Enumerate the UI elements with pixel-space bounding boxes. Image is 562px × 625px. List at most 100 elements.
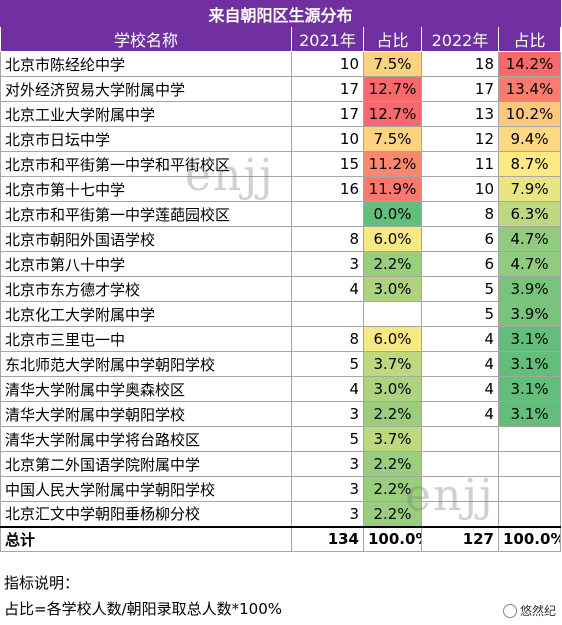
- school-name-cell: 清华大学附属中学朝阳学校: [0, 401, 292, 427]
- share-2021-cell: 2.2%: [363, 451, 422, 477]
- school-name-cell: 中国人民大学附属中学朝阳学校: [0, 476, 292, 502]
- table-row: 北京汇文中学朝阳垂杨柳分校 3 2.2%: [0, 501, 562, 527]
- share-2022-cell: 10.2%: [497, 101, 562, 127]
- school-name-cell: 北京市和平街第一中学莲葩园校区: [0, 201, 292, 227]
- share-2021-cell: 11.9%: [363, 176, 422, 202]
- count-2021-cell: 10: [291, 126, 364, 152]
- count-2022-cell: 8: [421, 201, 499, 227]
- count-2021-cell: 8: [291, 226, 364, 252]
- share-2021-cell: 3.7%: [363, 351, 422, 377]
- count-2021-cell: 4: [291, 376, 364, 402]
- table-row: 对外经济贸易大学附属中学 17 12.7% 17 13.4%: [0, 76, 562, 102]
- share-2021-cell: 12.7%: [363, 76, 422, 102]
- count-2021-cell: [291, 201, 364, 227]
- total-2022: 127: [421, 525, 499, 552]
- share-2021-cell: 2.2%: [363, 401, 422, 427]
- wechat-logo-icon: [502, 603, 517, 618]
- school-name-cell: 北京市朝阳外国语学校: [0, 226, 292, 252]
- share-2021-cell: 7.5%: [363, 126, 422, 152]
- school-name-cell: 北京市三里屯一中: [0, 326, 292, 352]
- count-2021-cell: [291, 301, 364, 327]
- table-row: 北京市第十七中学 16 11.9% 10 7.9%: [0, 176, 562, 202]
- share-2022-cell: [497, 426, 562, 452]
- share-2022-cell: 6.3%: [497, 201, 562, 227]
- count-2022-cell: [421, 451, 499, 477]
- table-row: 中国人民大学附属中学朝阳学校 3 2.2%: [0, 476, 562, 502]
- header-share-2022: 占比: [497, 26, 562, 52]
- total-label: 总计: [0, 525, 292, 552]
- share-2022-cell: 8.7%: [497, 151, 562, 177]
- share-2021-cell: 7.5%: [363, 51, 422, 77]
- brand-name: 悠然纪: [519, 604, 556, 618]
- count-2021-cell: 16: [291, 176, 364, 202]
- count-2022-cell: 4: [421, 376, 499, 402]
- count-2021-cell: 5: [291, 426, 364, 452]
- count-2022-cell: [421, 501, 499, 527]
- header-share-2021: 占比: [363, 26, 422, 52]
- table-row: 北京市日坛中学 10 7.5% 12 9.4%: [0, 126, 562, 152]
- school-name-cell: 北京化工大学附属中学: [0, 301, 292, 327]
- share-2022-cell: 13.4%: [497, 76, 562, 102]
- share-2022-cell: 4.7%: [497, 251, 562, 277]
- count-2022-cell: 13: [421, 101, 499, 127]
- count-2022-cell: 6: [421, 226, 499, 252]
- share-2022-cell: 3.9%: [497, 276, 562, 302]
- count-2022-cell: 6: [421, 251, 499, 277]
- share-2022-cell: 4.7%: [497, 226, 562, 252]
- table-row: 北京市和平街第一中学莲葩园校区 0.0% 8 6.3%: [0, 201, 562, 227]
- share-2022-cell: 14.2%: [497, 51, 562, 77]
- school-name-cell: 北京市东方德才学校: [0, 276, 292, 302]
- share-2021-cell: 6.0%: [363, 226, 422, 252]
- count-2022-cell: 4: [421, 351, 499, 377]
- note-title: 指标说明：: [4, 574, 80, 592]
- count-2022-cell: 5: [421, 301, 499, 327]
- table-row: 东北师范大学附属中学朝阳学校 5 3.7% 4 3.1%: [0, 351, 562, 377]
- header-2022: 2022年: [421, 26, 499, 52]
- count-2021-cell: 3: [291, 251, 364, 277]
- share-2022-cell: 9.4%: [497, 126, 562, 152]
- table-row: 清华大学附属中学将台路校区 5 3.7%: [0, 426, 562, 452]
- total-share-2021: 100.0%: [363, 525, 422, 552]
- count-2021-cell: 3: [291, 476, 364, 502]
- table-row: 北京市和平街第一中学和平街校区 15 11.2% 11 8.7%: [0, 151, 562, 177]
- distribution-table: 来自朝阳区生源分布 学校名称 2021年 占比 2022年 占比 北京市陈经纶中…: [0, 0, 562, 552]
- school-name-cell: 北京市日坛中学: [0, 126, 292, 152]
- count-2021-cell: 15: [291, 151, 364, 177]
- table-row: 北京化工大学附属中学 5 3.9%: [0, 301, 562, 327]
- count-2022-cell: [421, 476, 499, 502]
- table-row: 北京市第八十中学 3 2.2% 6 4.7%: [0, 251, 562, 277]
- share-2021-cell: 0.0%: [363, 201, 422, 227]
- count-2022-cell: 12: [421, 126, 499, 152]
- school-name-cell: 对外经济贸易大学附属中学: [0, 76, 292, 102]
- table-title: 来自朝阳区生源分布: [0, 0, 562, 27]
- share-2022-cell: 3.1%: [497, 376, 562, 402]
- share-2021-cell: 2.2%: [363, 251, 422, 277]
- count-2021-cell: 3: [291, 401, 364, 427]
- school-name-cell: 东北师范大学附属中学朝阳学校: [0, 351, 292, 377]
- header-school: 学校名称: [0, 26, 292, 52]
- school-name-cell: 北京市和平街第一中学和平街校区: [0, 151, 292, 177]
- school-name-cell: 北京第二外国语学院附属中学: [0, 451, 292, 477]
- share-2022-cell: [497, 501, 562, 527]
- school-name-cell: 北京市第八十中学: [0, 251, 292, 277]
- share-2022-cell: 3.1%: [497, 326, 562, 352]
- count-2021-cell: 3: [291, 501, 364, 527]
- share-2021-cell: 3.0%: [363, 276, 422, 302]
- share-2021-cell: 12.7%: [363, 101, 422, 127]
- count-2022-cell: 18: [421, 51, 499, 77]
- count-2022-cell: 4: [421, 401, 499, 427]
- count-2021-cell: 10: [291, 51, 364, 77]
- share-2022-cell: 3.1%: [497, 351, 562, 377]
- table-row: 清华大学附属中学朝阳学校 3 2.2% 4 3.1%: [0, 401, 562, 427]
- share-2021-cell: 11.2%: [363, 151, 422, 177]
- share-2021-cell: 2.2%: [363, 476, 422, 502]
- share-2022-cell: [497, 476, 562, 502]
- count-2021-cell: 4: [291, 276, 364, 302]
- share-2022-cell: 3.1%: [497, 401, 562, 427]
- school-name-cell: 北京工业大学附属中学: [0, 101, 292, 127]
- share-2022-cell: 3.9%: [497, 301, 562, 327]
- school-name-cell: 清华大学附属中学奥森校区: [0, 376, 292, 402]
- share-2021-cell: 3.7%: [363, 426, 422, 452]
